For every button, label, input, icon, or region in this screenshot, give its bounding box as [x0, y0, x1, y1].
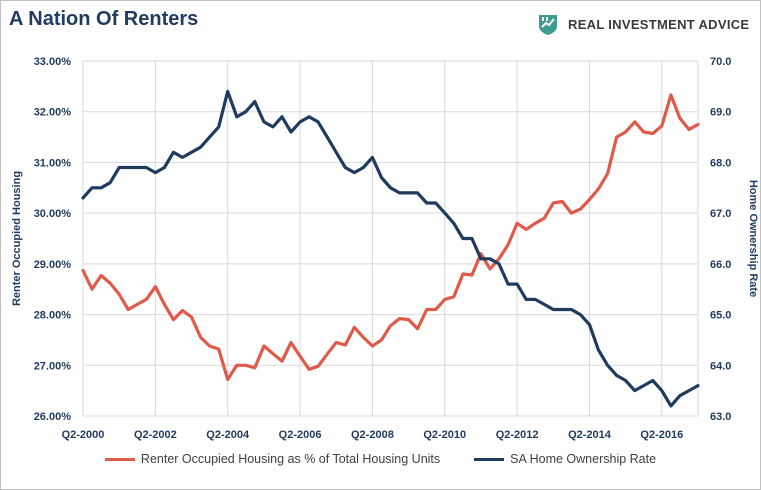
legend-swatch-homeowner [474, 457, 505, 461]
brand-name: REAL INVESTMENT ADVICE [568, 16, 750, 32]
y-left-tick-label: 32.00% [34, 107, 72, 119]
series-line-renter [81, 93, 700, 382]
brand-logo: REAL INVESTMENT ADVICE [536, 10, 749, 38]
legend-item-renter: Renter Occupied Housing as % of Total Ho… [104, 452, 441, 466]
x-tick-label: Q2-2010 [423, 429, 466, 441]
y-right-tick-label: 64.0 [710, 360, 731, 372]
line-chart: 26.00% 27.00% 28.00% 29.00% 30.00% 31.00% 32.0… [11, 56, 759, 441]
y-left-tick-label: 33.00% [34, 56, 72, 68]
y-left-tick-label: 27.00% [34, 360, 72, 372]
y-left-tick-labels: 26.00% 27.00% 28.00% 29.00% 30.00% 31.00% 32.0… [34, 56, 72, 423]
x-tick-label: Q2-2014 [568, 429, 612, 441]
x-tick-label: Q2-2000 [62, 429, 105, 441]
y-left-tick-label: 31.00% [34, 157, 72, 169]
y-right-tick-labels: 63.0 64.0 65.0 66.0 67.0 68.0 69.0 70.0 [710, 56, 731, 423]
series-line-homeowner [81, 89, 700, 408]
y-left-tick-label: 26.00% [34, 411, 72, 423]
legend-label-homeowner: SA Home Ownership Rate [510, 452, 657, 466]
y-right-tick-label: 67.0 [710, 208, 731, 220]
legend: Renter Occupied Housing as % of Total Ho… [0, 452, 761, 466]
graph-shield-icon [539, 15, 557, 35]
legend-label-renter: Renter Occupied Housing as % of Total Ho… [140, 452, 441, 466]
legend-swatch-renter [104, 457, 135, 461]
x-tick-label: Q2-2002 [134, 429, 177, 441]
y-right-tick-label: 69.0 [710, 107, 731, 119]
chart-title: A Nation Of Renters [9, 8, 199, 30]
legend-item-homeowner: SA Home Ownership Rate [474, 452, 656, 466]
x-tick-label: Q2-2016 [640, 429, 683, 441]
y-right-tick-label: 65.0 [710, 310, 731, 322]
y-right-tick-label: 63.0 [710, 411, 731, 423]
y-right-tick-label: 66.0 [710, 259, 731, 271]
y-left-tick-label: 29.00% [34, 259, 72, 271]
y-right-tick-label: 68.0 [710, 157, 731, 169]
x-tick-label: Q2-2008 [351, 429, 394, 441]
x-tick-label: Q2-2004 [206, 429, 250, 441]
y-right-tick-label: 70.0 [710, 56, 731, 68]
x-tick-labels: Q2-2000 Q2-2002 Q2-2004 Q2-2006 Q2-2008 Q2-20… [62, 429, 684, 441]
y-left-axis-title: Renter Occupied Housing [11, 171, 23, 306]
y-left-tick-label: 28.00% [34, 310, 72, 322]
x-tick-label: Q2-2012 [496, 429, 539, 441]
x-tick-label: Q2-2006 [279, 429, 322, 441]
y-left-tick-label: 30.00% [34, 208, 72, 220]
series-lines [81, 89, 700, 408]
y-right-axis-title: Home Ownership Rate [747, 180, 759, 297]
